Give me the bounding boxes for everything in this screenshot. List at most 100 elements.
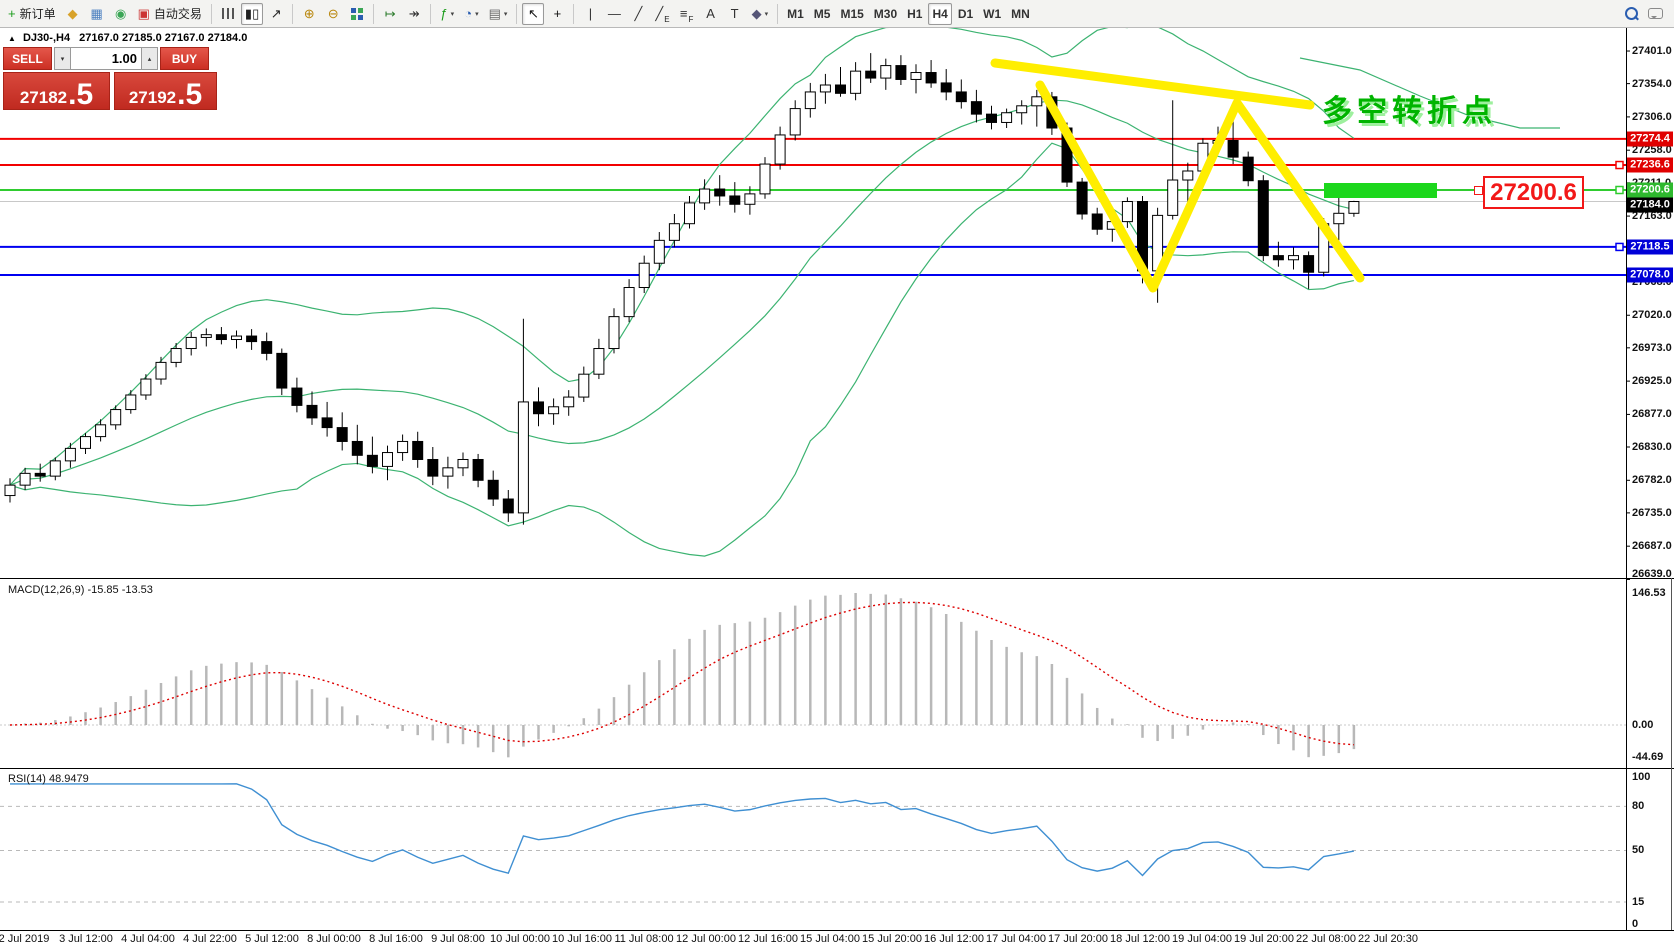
auto-scroll-button[interactable]: ↠: [403, 3, 425, 25]
text-label-icon: T: [730, 6, 739, 21]
candle-body: [986, 113, 997, 123]
sell-button[interactable]: SELL: [3, 47, 52, 70]
volume-increase-button[interactable]: ▴: [141, 47, 158, 70]
arrows-button[interactable]: ◆ ▾: [748, 3, 773, 25]
candle-body: [1031, 96, 1043, 107]
profile-icon: ◆: [67, 6, 78, 21]
volume-input[interactable]: [71, 47, 141, 70]
bar-chart-button[interactable]: [217, 3, 239, 25]
price-tick-label: 27258.0: [1632, 144, 1672, 157]
candle-body: [1333, 212, 1345, 225]
indicators-button[interactable]: ƒ ▾: [436, 3, 458, 25]
signals-button[interactable]: ◉: [110, 3, 132, 25]
price-tag-handle[interactable]: [1474, 186, 1483, 195]
chat-icon: [1648, 8, 1663, 19]
candle-body: [382, 452, 393, 467]
line-chart-button[interactable]: ↗: [265, 3, 287, 25]
text-button[interactable]: A: [700, 3, 722, 25]
timeframe-h1-button[interactable]: H1: [907, 6, 923, 21]
time-tick-label: 10 Jul 00:00: [490, 933, 550, 945]
horizontal-line-button[interactable]: —: [603, 3, 625, 25]
candle-body: [578, 373, 590, 398]
buy-button[interactable]: BUY: [160, 47, 209, 70]
buy-price-display[interactable]: 27192 .5: [114, 72, 217, 110]
timeframe-w1-button[interactable]: W1: [983, 6, 1002, 21]
candle-body: [668, 223, 680, 241]
toolbar-separator: [210, 3, 212, 24]
volume-decrease-button[interactable]: ▾: [54, 47, 71, 70]
candle-body: [155, 361, 167, 380]
tile-windows-button[interactable]: [346, 3, 368, 25]
indicator-scale-label: 15: [1632, 896, 1645, 908]
bollinger-band-line: [9, 28, 1355, 486]
candle-body: [563, 396, 575, 408]
fibonacci-button[interactable]: ≡ F: [676, 3, 698, 25]
time-tick-label: 17 Jul 20:00: [1048, 933, 1108, 945]
candlestick-chart-button[interactable]: ▮▯: [240, 2, 264, 25]
timeframe-m1-button[interactable]: M1: [787, 6, 804, 21]
candle-body: [1076, 181, 1088, 215]
channel-button[interactable]: ╱ E: [651, 3, 673, 25]
time-tick-label: 15 Jul 04:00: [800, 933, 860, 945]
timeframe-mn-button[interactable]: MN: [1011, 6, 1030, 21]
macd-panel-series: [0, 593, 1626, 758]
tile-windows-icon: [351, 7, 364, 20]
cursor-button[interactable]: ↖: [522, 2, 545, 25]
timeframe-m15-button[interactable]: M15: [840, 6, 864, 21]
candle-body: [759, 163, 771, 195]
price-tick-label: 26639.0: [1632, 568, 1672, 580]
candle-body: [321, 417, 333, 429]
bollinger-band-extension: [1299, 57, 1560, 129]
crosshair-button[interactable]: +: [546, 3, 568, 25]
candle-body: [306, 404, 318, 419]
collapse-panel-icon[interactable]: ▲: [8, 34, 16, 43]
trendline-button[interactable]: ╱: [627, 3, 649, 25]
price-tick-label: 26735.0: [1632, 506, 1672, 519]
sell-price-display[interactable]: 27182 .5: [3, 72, 110, 110]
timeframe-m30-button[interactable]: M30: [873, 6, 898, 21]
chart-window: ▲ DJ30-,H4 27167.0 27185.0 27167.0 27184…: [0, 28, 1674, 949]
candle-body: [533, 401, 544, 415]
timeframe-d1-button[interactable]: D1: [957, 6, 974, 21]
search-button[interactable]: [1620, 3, 1642, 25]
autotrading-button[interactable]: ▣ 自动交易: [134, 3, 206, 25]
templates-button[interactable]: ▤ ▾: [485, 3, 512, 25]
price-tag-label[interactable]: 27200.6: [1483, 176, 1584, 209]
candle-body: [1016, 105, 1028, 114]
price-level-badge: 27274.4: [1627, 131, 1673, 147]
turning-point-annotation[interactable]: 多空转折点: [1322, 95, 1497, 128]
candle-body: [548, 406, 560, 415]
chart-shift-button[interactable]: ↦: [379, 3, 401, 25]
candle-body: [880, 65, 892, 79]
periods-button[interactable]: ◔ ▾: [460, 3, 482, 25]
macd-indicator-label: MACD(12,26,9) -15.85 -13.53: [8, 584, 153, 596]
indicator-scale-label: 0.00: [1632, 719, 1654, 731]
text-label-button[interactable]: T: [724, 3, 746, 25]
timeframe-m5-button[interactable]: M5: [813, 6, 831, 21]
zoom-in-button[interactable]: ⊕: [298, 3, 320, 25]
candle-body: [110, 409, 122, 426]
market-watch-button[interactable]: ▦: [86, 3, 108, 25]
zoom-out-button[interactable]: ⊖: [322, 3, 344, 25]
candle-body: [804, 91, 816, 110]
profiles-button[interactable]: ◆: [62, 3, 84, 25]
candle-body: [246, 335, 258, 343]
price-tick-label: 26782.0: [1632, 474, 1672, 487]
candle-body: [653, 239, 665, 264]
timeframe-h4-button[interactable]: H4: [928, 2, 952, 25]
new-order-button-label: 新订单: [19, 7, 56, 21]
vertical-line-button[interactable]: |: [579, 3, 601, 25]
candle-body: [1242, 156, 1254, 182]
ohlc-values-label: 27167.0 27185.0 27167.0 27184.0: [79, 32, 248, 44]
price-tick-label: 26925.0: [1632, 375, 1672, 388]
zoom-out-icon: ⊖: [327, 6, 339, 21]
price-tick-label: 26973.0: [1632, 341, 1672, 354]
chat-button[interactable]: [1644, 3, 1667, 25]
sell-price-main: 27182: [19, 88, 68, 107]
candle-body: [95, 424, 107, 438]
time-tick-label: 2 Jul 2019: [0, 933, 50, 945]
candle-body: [1348, 201, 1360, 214]
candle-body: [19, 472, 31, 486]
new-order-button[interactable]: + 新订单: [4, 3, 60, 25]
